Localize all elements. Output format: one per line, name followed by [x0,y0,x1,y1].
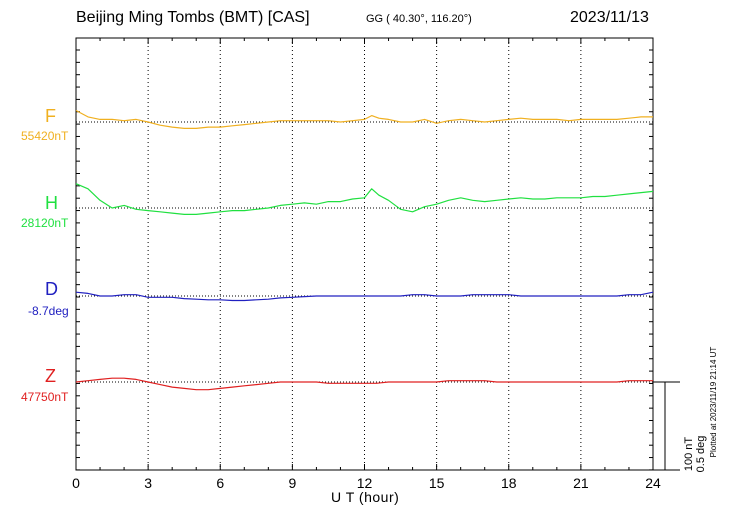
x-tick-label: 9 [288,475,296,491]
x-tick-label: 21 [573,475,589,491]
series-line-z [75,377,653,391]
component-label-d: D [45,279,58,299]
component-baseline-h: 28120nT [21,216,69,230]
x-tick-label: 0 [72,475,80,491]
chart-date: 2023/11/13 [570,9,649,26]
plotted-timestamp: Plotted at 2023/11/19 21:14 UT [709,346,718,458]
x-tick-label: 15 [429,475,445,491]
component-label-f: F [45,106,56,126]
x-tick-label: 3 [144,475,152,491]
component-baseline-z: 47750nT [21,390,69,404]
component-baseline-f: 55420nT [21,129,69,143]
station-coordinates: GG ( 40.30°, 116.20°) [366,13,472,25]
component-label-z: Z [45,366,56,386]
x-tick-label: 18 [501,475,517,491]
x-tick-label: 6 [216,475,224,491]
series-line-f [75,109,653,129]
x-axis-label: U T (hour) [331,489,400,505]
series-line-d [75,291,654,302]
scale-nt: 100 nT [683,436,695,472]
series-line-h [75,183,654,215]
scale-bar-label: 100 nT 0.5 deg [683,429,711,479]
scale-deg: 0.5 deg [695,435,707,473]
component-label-h: H [45,193,58,213]
component-baseline-d: -8.7deg [28,304,69,318]
x-tick-label: 12 [357,475,373,491]
x-tick-label: 24 [645,475,661,491]
chart-title: Beijing Ming Tombs (BMT) [CAS] [76,9,310,26]
